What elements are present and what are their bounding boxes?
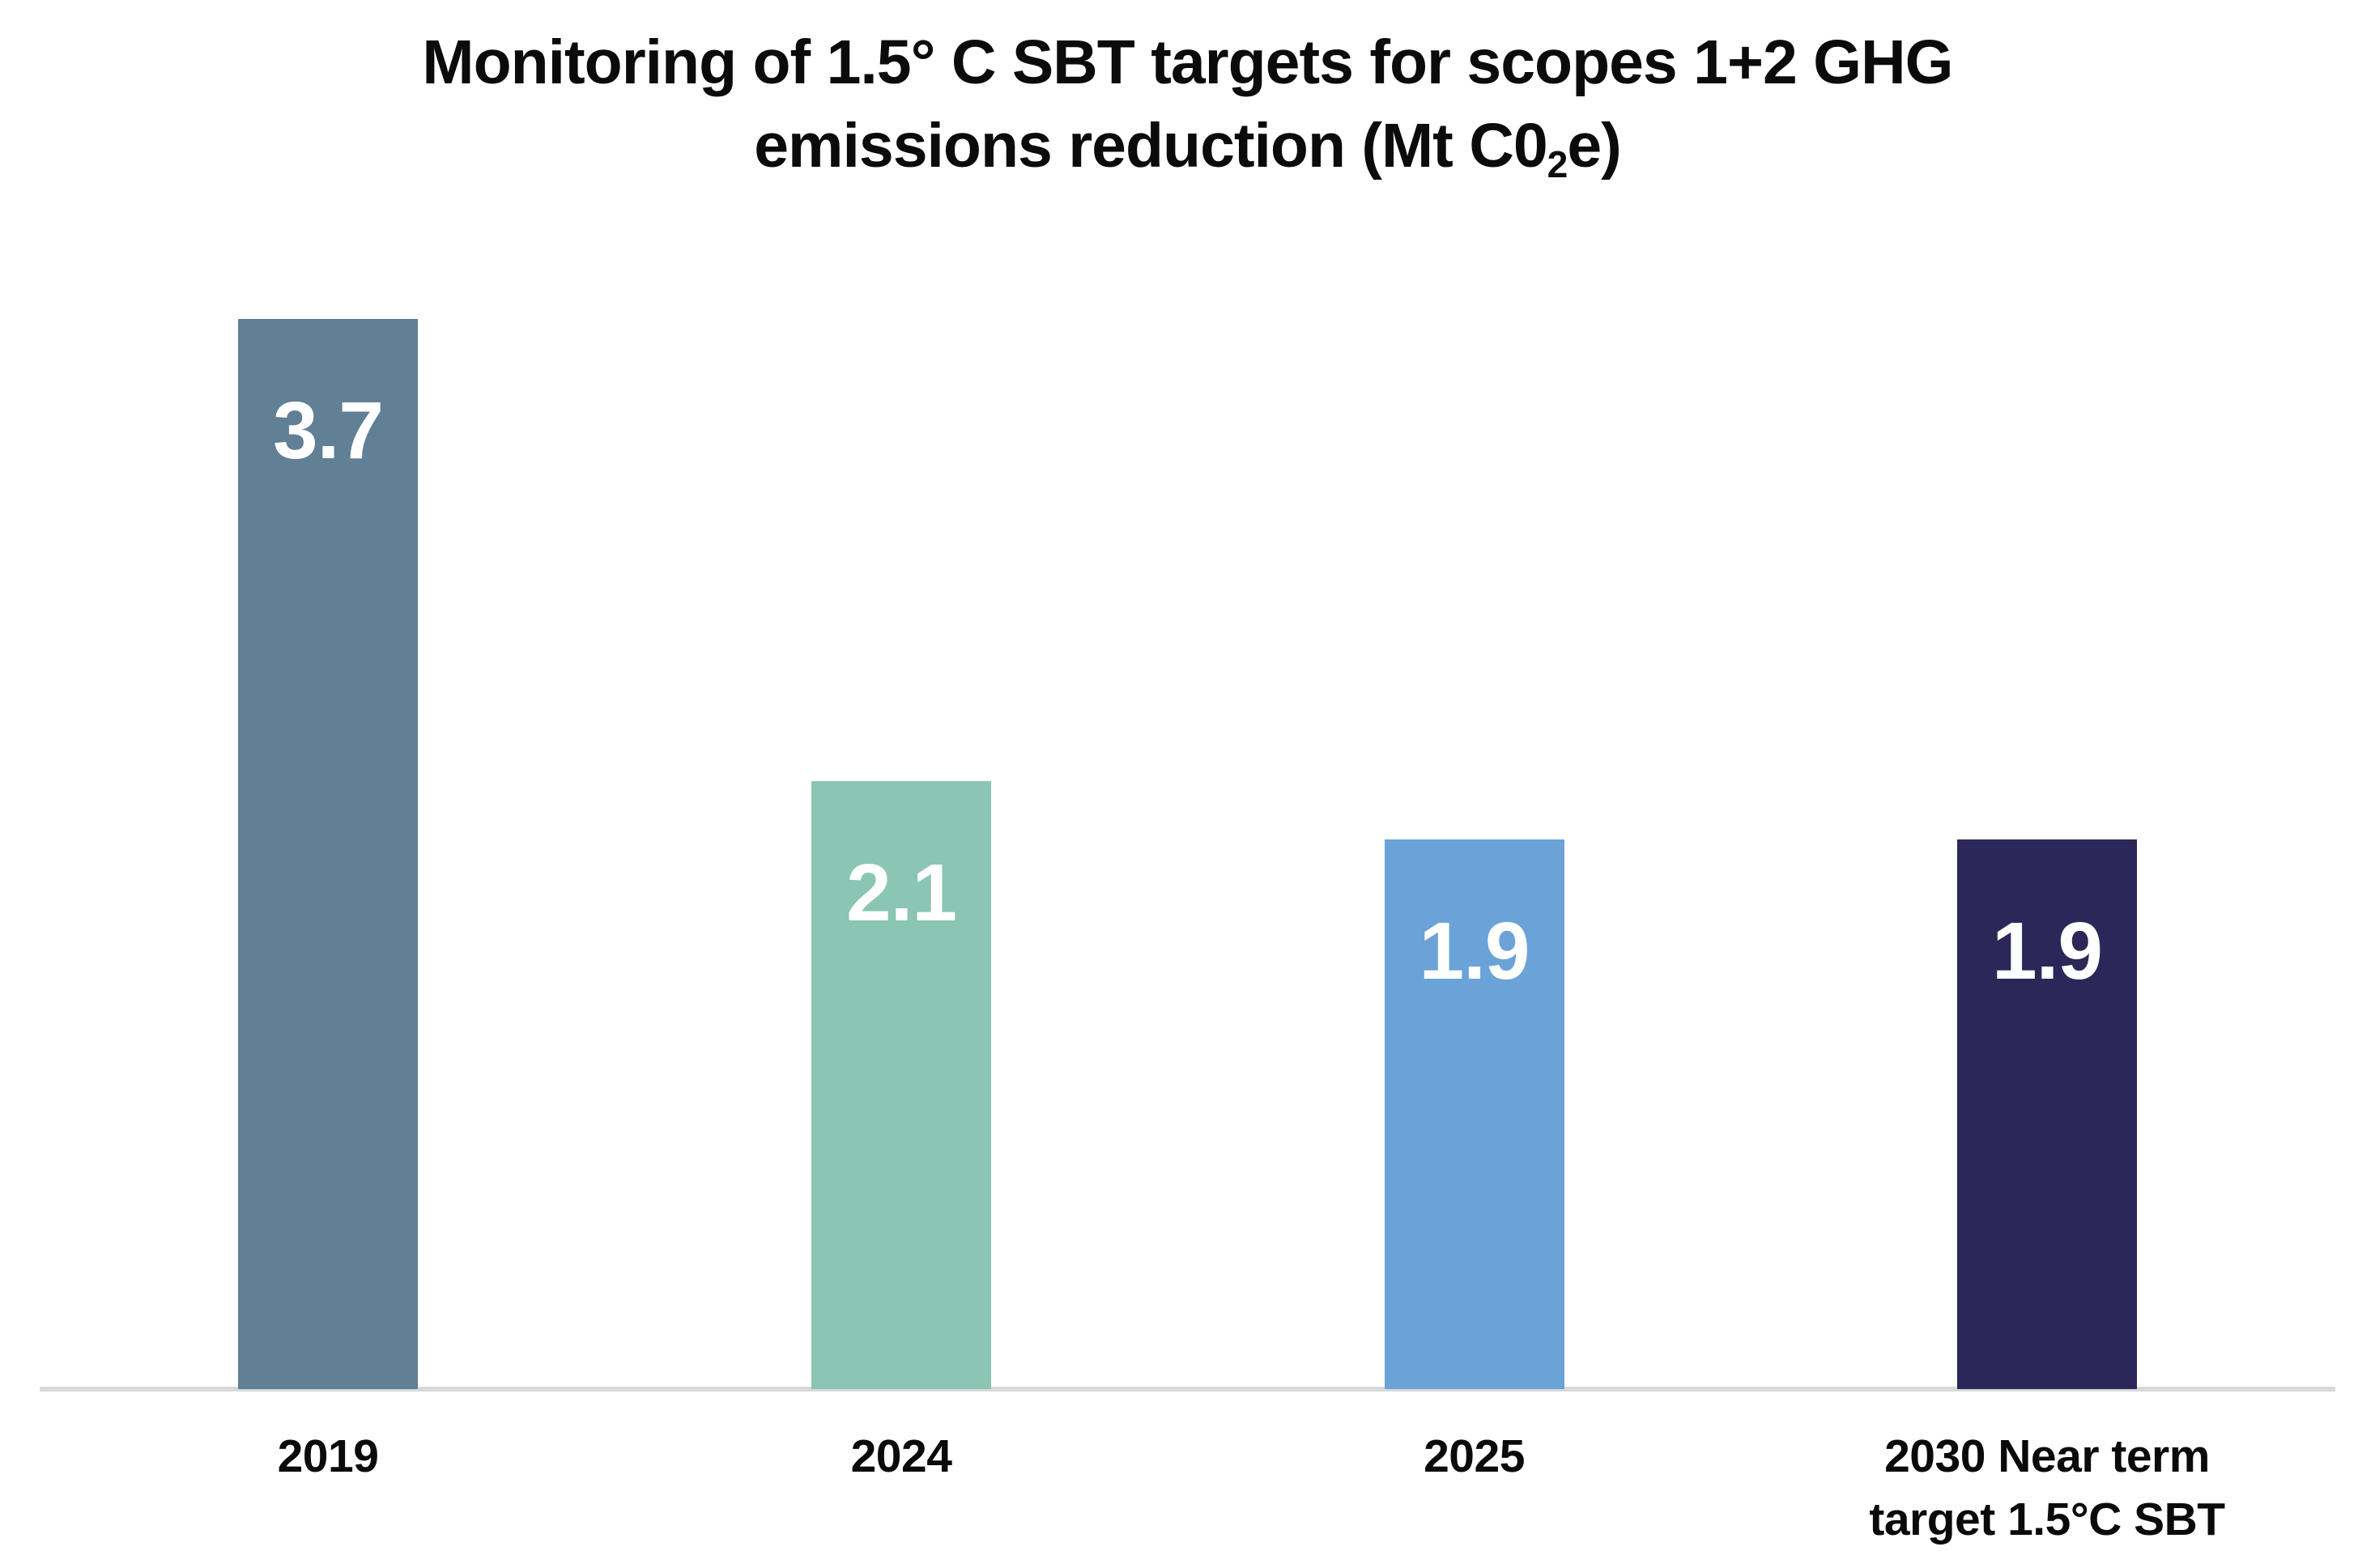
chart-title-line1: Monitoring of 1.5° C SBT targets for sco…	[422, 28, 1953, 97]
x-axis-label-2030: 2030 Near term target 1.5°C SBT	[1760, 1425, 2334, 1551]
x-axis-label-line: 2019	[277, 1430, 379, 1482]
co2-subscript: 2	[1547, 142, 1568, 185]
bar-2025: 1.9	[1384, 839, 1564, 1389]
x-axis-label-2024: 2024	[615, 1425, 1188, 1488]
bar-2024: 2.1	[811, 781, 991, 1389]
chart-title-line2-suffix: e)	[1567, 111, 1621, 181]
x-axis-label-line: 2024	[850, 1430, 952, 1482]
bar-value-label: 1.9	[1419, 906, 1530, 996]
x-axis-baseline	[40, 1387, 2335, 1392]
bar-2019: 3.7	[238, 319, 418, 1389]
bar-value-label: 3.7	[272, 385, 384, 476]
x-axis-label-line: 2025	[1424, 1430, 1525, 1482]
chart-title: Monitoring of 1.5° C SBT targets for sco…	[0, 21, 2375, 196]
chart-title-line2: emissions reduction (Mt C02e)	[0, 104, 2375, 196]
x-axis-label-line: 2030 Near term	[1884, 1430, 2210, 1482]
bar-value-label: 1.9	[1991, 906, 2103, 996]
bar-2030: 1.9	[1957, 839, 2137, 1389]
x-axis-label-line: target 1.5°C SBT	[1869, 1494, 2225, 1545]
x-axis-label-2025: 2025	[1188, 1425, 1761, 1488]
bar-value-label: 2.1	[845, 848, 957, 938]
chart-title-line2-prefix: emissions reduction (Mt C0	[754, 111, 1547, 181]
x-axis-label-2019: 2019	[41, 1425, 615, 1488]
